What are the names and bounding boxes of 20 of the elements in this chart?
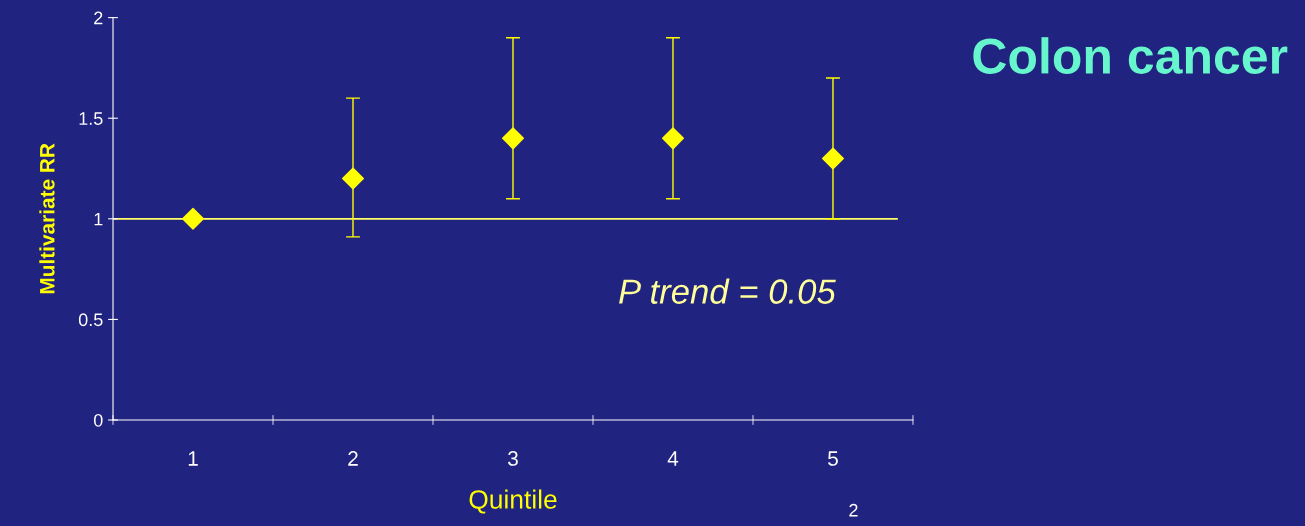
- x-tick-label: 3: [508, 451, 518, 466]
- x-tick-label: 4: [667, 451, 679, 466]
- y-tick-label: 1.5: [79, 112, 103, 125]
- x-tick-label: 1: [188, 451, 198, 466]
- point: [502, 127, 524, 150]
- x-tick-label: 5: [828, 451, 838, 466]
- point: [821, 147, 844, 170]
- point: [661, 127, 684, 150]
- x-tick-label: 2: [348, 451, 358, 466]
- text: 2: [849, 503, 858, 517]
- y-tick-label: 2: [94, 11, 103, 25]
- x-axis-title: Quintile: [469, 489, 557, 514]
- y-tick-label: 1: [94, 212, 103, 226]
- y-axis-title: Multivariate RR: [39, 143, 55, 294]
- y-tick-label: 0.5: [78, 313, 103, 327]
- point: [182, 207, 205, 230]
- point: [342, 167, 364, 190]
- y-tick-label: 0: [93, 413, 103, 427]
- annotation: P trend = 0.05: [619, 278, 836, 304]
- text: Colon cancer: [973, 37, 1288, 74]
